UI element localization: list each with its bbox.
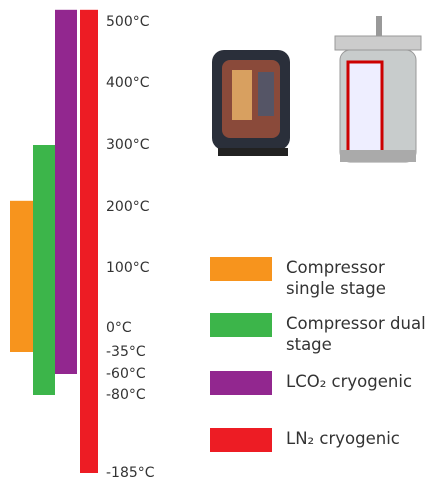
legend-swatch: [210, 428, 272, 452]
page: 500°C 400°C 300°C 200°C 100°C 0°C -35°C -60°C -8…: [0, 0, 439, 484]
cylinder-image: [335, 16, 421, 162]
y-tick-label: -185°C: [106, 465, 155, 481]
legend-label: Compressor single stage: [286, 257, 426, 299]
y-tick-label: 400°C: [106, 75, 150, 91]
legend-item: LN₂ cryogenic: [210, 428, 426, 452]
legend-label: LCO₂ cryogenic: [286, 371, 426, 392]
y-tick-label: 300°C: [106, 137, 150, 153]
y-tick-label: 200°C: [106, 199, 150, 215]
y-tick-label: 500°C: [106, 14, 150, 30]
compressor-image: [212, 50, 290, 156]
range-bar: [80, 10, 98, 473]
y-tick-label: 100°C: [106, 260, 150, 276]
chart: 500°C 400°C 300°C 200°C 100°C 0°C -35°C -60°C -8…: [0, 0, 439, 484]
legend-swatch: [210, 313, 272, 337]
range-bar: [33, 145, 55, 395]
legend-swatch: [210, 257, 272, 281]
y-tick-label: -35°C: [106, 344, 146, 360]
legend-item: LCO₂ cryogenic: [210, 371, 426, 395]
legend-label: LN₂ cryogenic: [286, 428, 426, 449]
range-bar: [10, 201, 33, 352]
y-tick-label: -80°C: [106, 387, 146, 403]
legend-swatch: [210, 371, 272, 395]
legend-label: Compressor dual stage: [286, 313, 426, 355]
legend-item: Compressor dual stage: [210, 313, 426, 355]
y-tick-label: -60°C: [106, 366, 146, 382]
range-bar: [55, 10, 77, 374]
y-tick-label: 0°C: [106, 320, 132, 336]
legend-item: Compressor single stage: [210, 257, 426, 299]
